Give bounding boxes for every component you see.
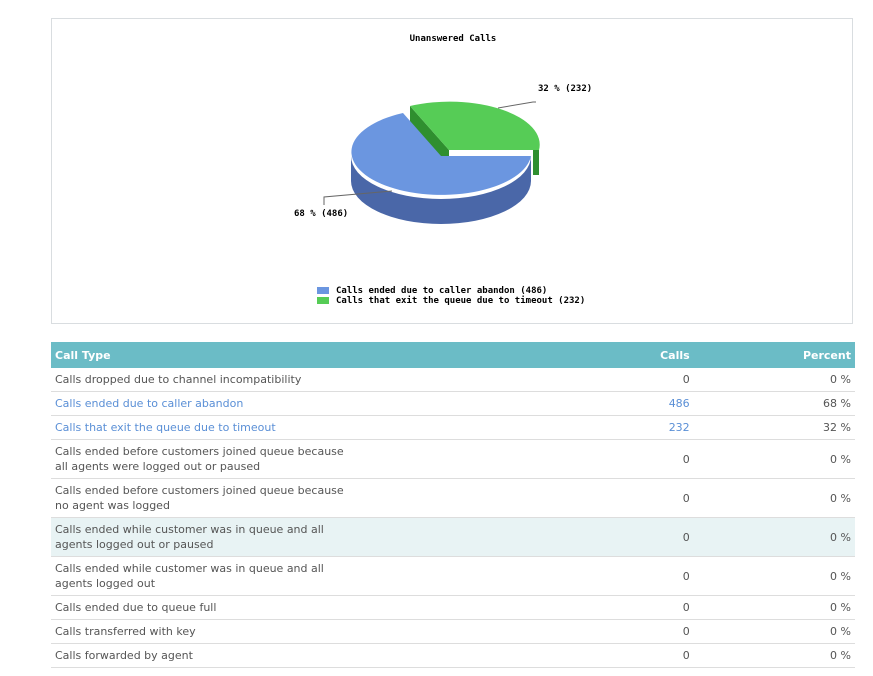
pie-chart: Unanswered Calls 32 % (232) 68 % (486) C… [294,34,592,306]
legend-swatch-timeout [317,297,329,304]
row-calls: 0 [587,619,694,644]
leader-line-abandon [323,190,393,205]
row-calls-link[interactable]: 486 [668,397,690,410]
table-row: Calls forwarded by agent 0 0 % [51,643,855,668]
leader-line-timeout [497,101,536,109]
chart-title: Unanswered Calls [410,34,497,44]
chart-panel: Unanswered Calls 32 % (232) 68 % (486) C… [51,18,853,324]
table-row: Calls ended due to caller abandon 486 68… [51,391,855,416]
row-percent: 0 % [693,643,855,668]
table-row: Calls ended before customers joined queu… [51,478,855,518]
row-percent: 0 % [693,439,855,479]
table-row: Calls ended while customer was in queue … [51,556,855,596]
table-row-highlighted: Calls ended while customer was in queue … [51,517,855,557]
table-row: Calls transferred with key 0 0 % [51,619,855,644]
row-percent: 0 % [693,517,855,557]
row-percent: 68 % [693,391,855,416]
pie-side-timeout [533,150,539,175]
pie-slice-timeout [410,101,540,150]
slice-label-abandon: 68 % (486) [294,209,348,219]
row-call-type: Calls ended due to queue full [51,595,588,620]
column-header-percent[interactable]: Percent [693,342,855,368]
row-calls: 0 [587,439,694,479]
unanswered-calls-table: Call Type Calls Percent Calls dropped du… [51,342,855,668]
legend-swatch-abandon [317,287,329,294]
legend-label-timeout: Calls that exit the queue due to timeout… [336,295,585,306]
row-call-type: Calls dropped due to channel incompatibi… [51,368,588,392]
row-call-type: Calls ended before customers joined queu… [55,484,344,512]
row-calls: 0 [587,517,694,557]
row-percent: 0 % [693,595,855,620]
column-header-calls[interactable]: Calls [587,342,694,368]
row-percent: 0 % [693,556,855,596]
row-calls: 0 [587,478,694,518]
column-header-call-type[interactable]: Call Type [51,342,588,368]
row-call-type: Calls ended before customers joined queu… [55,445,344,473]
pie-slice-abandon [351,113,531,195]
row-percent: 32 % [693,415,855,440]
row-call-type: Calls transferred with key [51,619,588,644]
table-row: Calls ended due to queue full 0 0 % [51,595,855,620]
row-calls: 0 [587,556,694,596]
row-call-type: Calls ended while customer was in queue … [55,523,324,551]
row-calls: 0 [587,643,694,668]
table-header-row: Call Type Calls Percent [51,342,855,368]
legend-label-abandon: Calls ended due to caller abandon (486) [336,286,547,296]
row-percent: 0 % [693,478,855,518]
row-calls-link[interactable]: 232 [668,421,690,434]
slice-label-timeout: 32 % (232) [538,84,592,94]
pie-side-abandon [351,156,531,224]
row-percent: 0 % [693,368,855,392]
table-row: Calls ended before customers joined queu… [51,439,855,479]
table-row: Calls that exit the queue due to timeout… [51,415,855,440]
row-calls: 0 [587,595,694,620]
row-calls: 0 [587,368,694,392]
row-percent: 0 % [693,619,855,644]
table-row: Calls dropped due to channel incompatibi… [51,368,855,392]
row-call-type-link[interactable]: Calls that exit the queue due to timeout [55,421,276,434]
row-call-type-link[interactable]: Calls ended due to caller abandon [55,397,244,410]
row-call-type: Calls ended while customer was in queue … [55,562,324,590]
row-call-type: Calls forwarded by agent [51,643,588,668]
